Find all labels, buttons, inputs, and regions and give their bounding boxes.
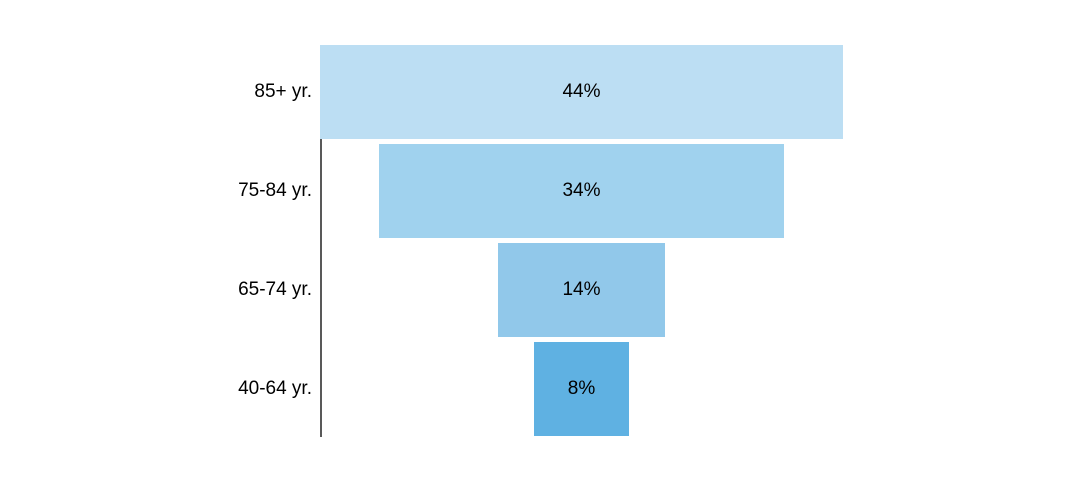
bar: 8%: [533, 342, 630, 436]
chart-row: 75-84 yr. 34%: [0, 144, 1080, 238]
value-label: 34%: [562, 180, 601, 201]
value-label: 8%: [567, 378, 596, 399]
chart-row: 65-74 yr. 14%: [0, 243, 1080, 337]
chart-plot-area: 85+ yr. 44% 75-84 yr. 34% 65-74 yr. 14% 40-64 …: [0, 45, 1080, 437]
category-label: 85+ yr.: [254, 81, 312, 102]
bar: 14%: [498, 243, 665, 337]
category-label: 65-74 yr.: [238, 279, 312, 300]
vertical-axis-line: [320, 45, 322, 437]
value-label: 44%: [562, 81, 601, 102]
category-label: 40-64 yr.: [238, 378, 312, 399]
bar: 34%: [379, 144, 784, 238]
chart-rows: 85+ yr. 44% 75-84 yr. 34% 65-74 yr. 14% 40-64 …: [0, 45, 1080, 436]
chart-row: 40-64 yr. 8%: [0, 342, 1080, 436]
category-label: 75-84 yr.: [238, 180, 312, 201]
value-label: 14%: [562, 279, 601, 300]
bar: 44%: [320, 45, 843, 139]
chart-row: 85+ yr. 44%: [0, 45, 1080, 139]
